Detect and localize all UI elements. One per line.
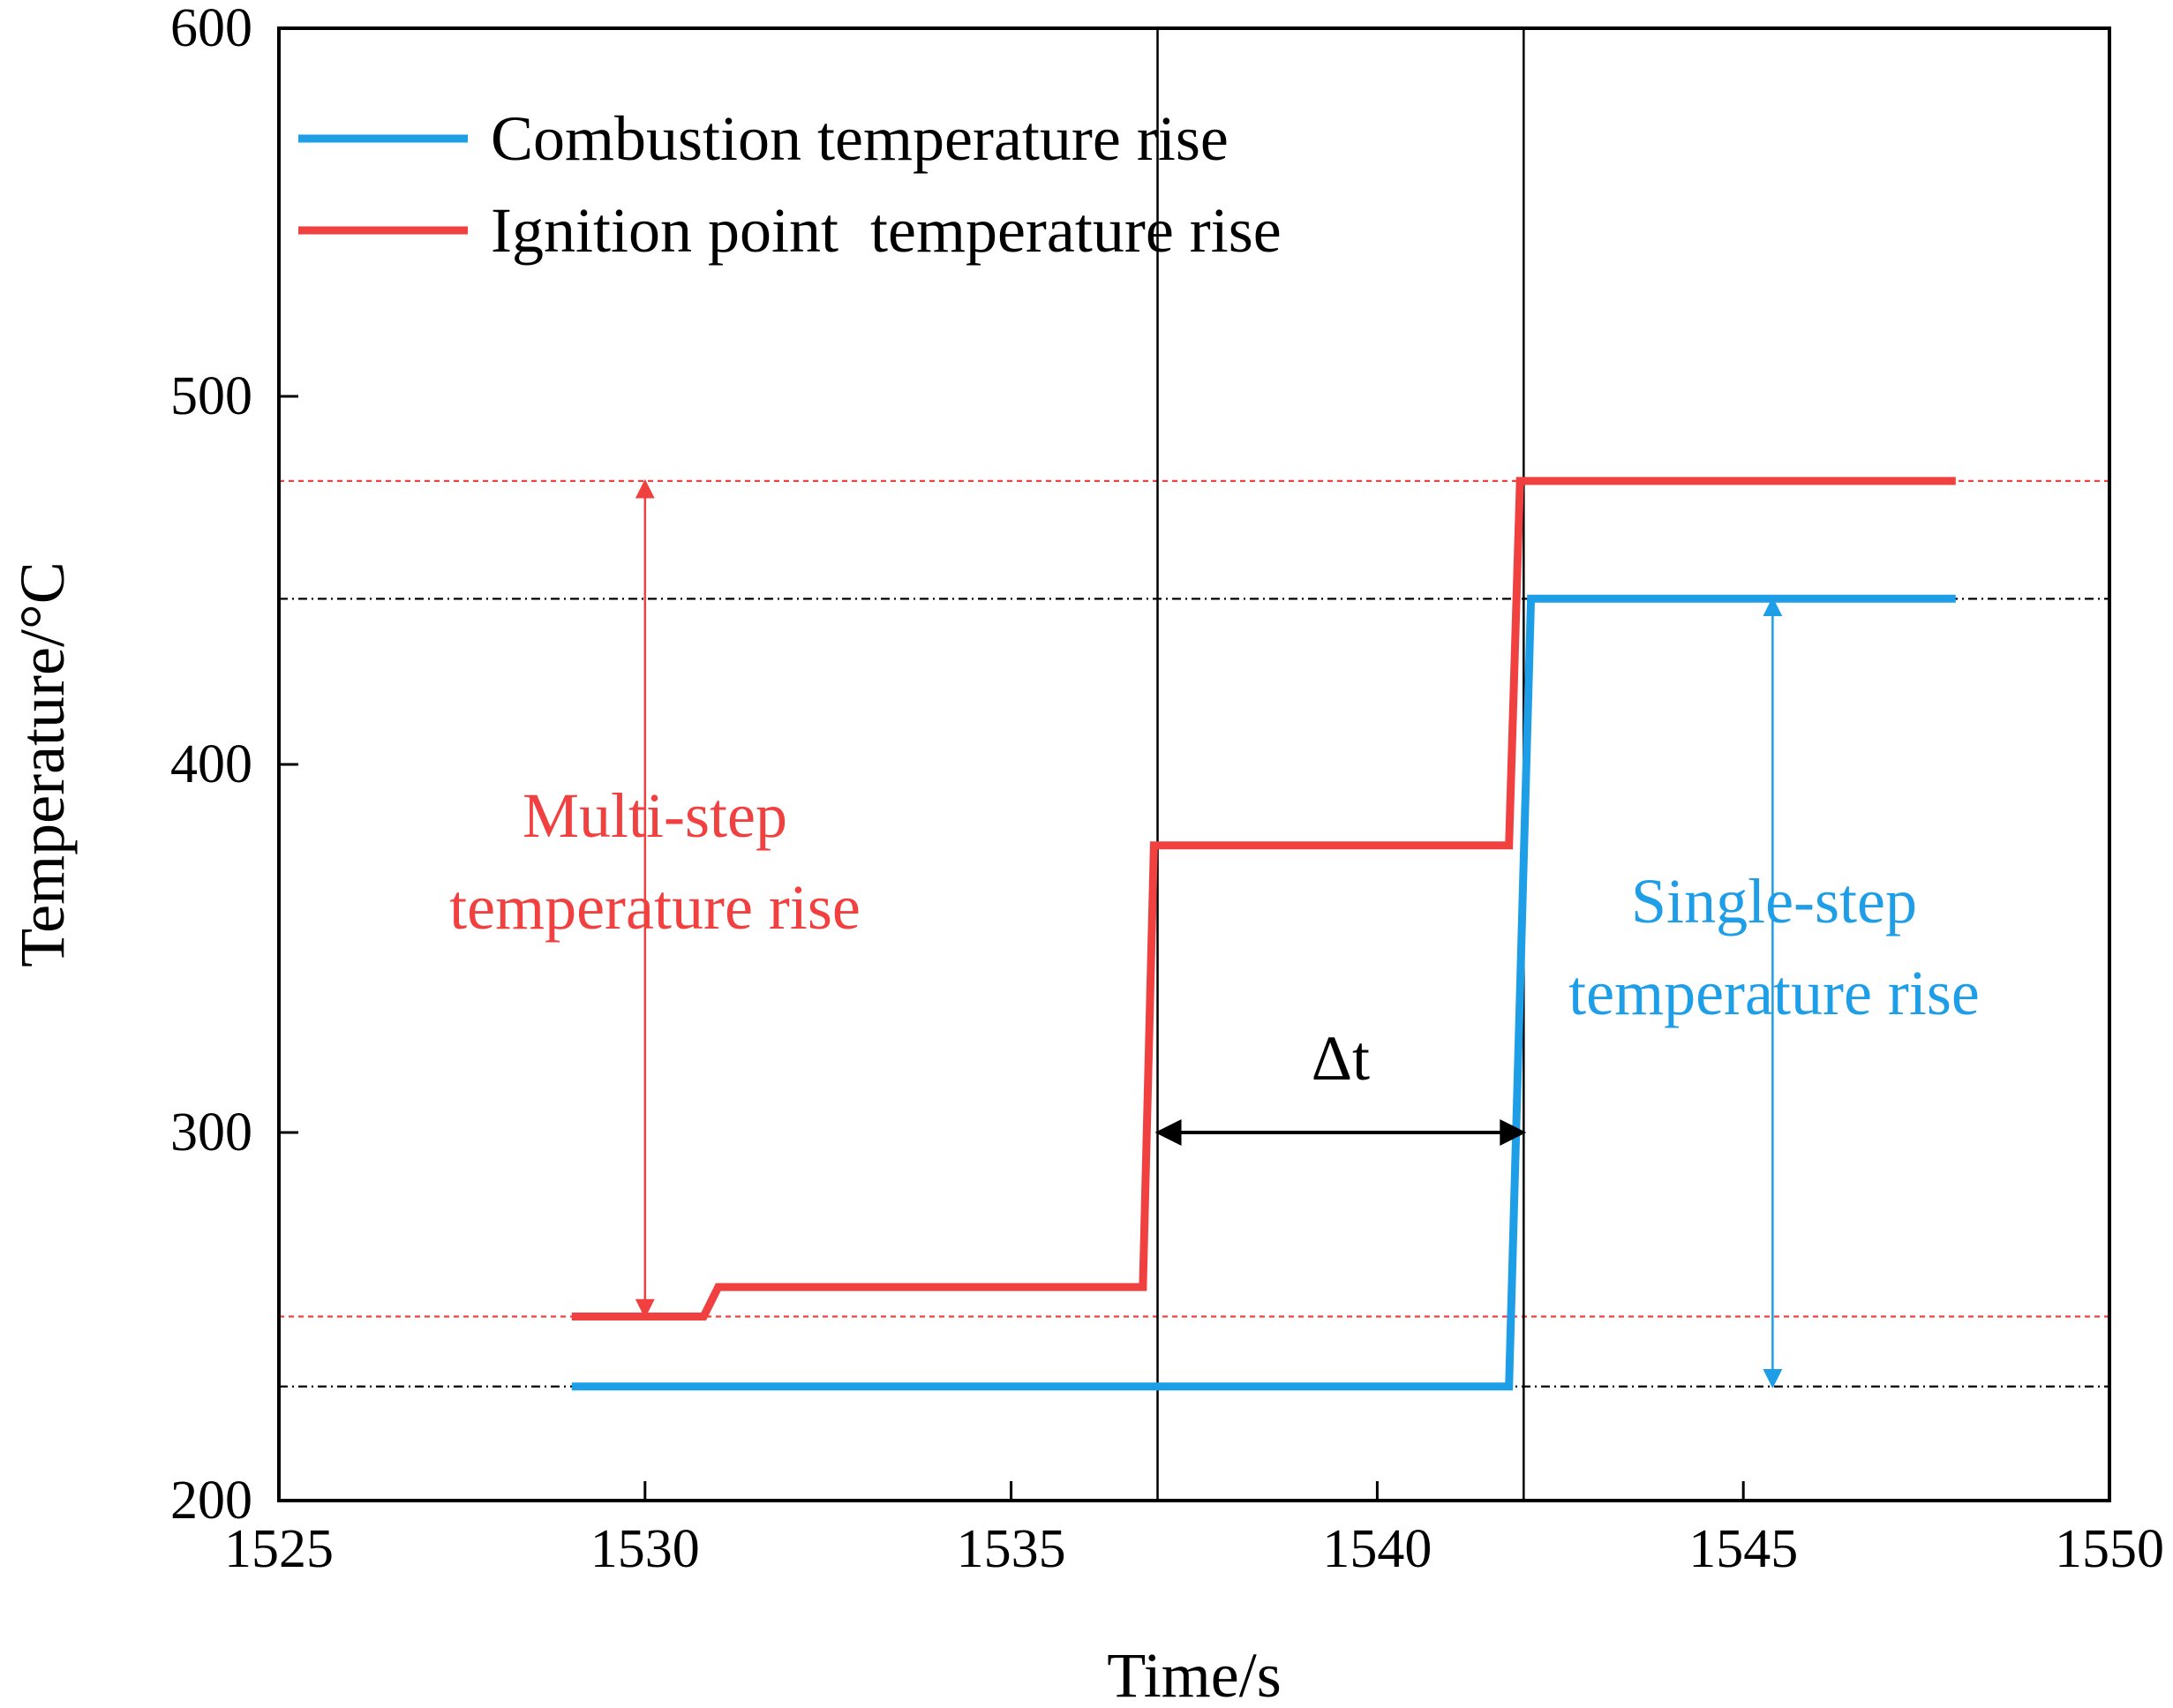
multi-step-label-line: temperature rise [449, 872, 861, 943]
annotations: Multi-step temperature rise Single-step tem… [449, 478, 1980, 1388]
x-axis-title: Time/s [1107, 1640, 1281, 1708]
series-lines [571, 477, 1956, 1391]
y-tick-label: 500 [170, 366, 252, 426]
multi-step-label-line: Multi-step [523, 780, 787, 851]
x-tick-label: 1550 [2055, 1519, 2164, 1579]
combustion-series-line [571, 594, 1956, 1391]
x-tick-label: 1525 [224, 1519, 334, 1579]
legend-label-combustion: Combustion temperature rise [491, 103, 1229, 174]
x-tick-label: 1540 [1322, 1519, 1432, 1579]
axis-ticks: 1525 1530 1535 1540 1545 1550 200 300 400 500 600 [170, 0, 2164, 1579]
single-step-label-line: Single-step [1631, 866, 1917, 937]
x-tick-label: 1535 [957, 1519, 1066, 1579]
y-tick-label: 300 [170, 1102, 252, 1162]
legend-label-ignition: Ignition point temperature rise [491, 195, 1282, 266]
y-tick-label: 200 [170, 1471, 252, 1531]
y-tick-label: 600 [170, 0, 252, 58]
delta-t-label: Δt [1312, 1023, 1370, 1094]
single-step-label-line: temperature rise [1568, 958, 1980, 1028]
legend: Combustion temperature rise Ignition poin… [298, 103, 1282, 266]
x-tick-label: 1530 [590, 1519, 700, 1579]
y-axis-title: Temperature/°C [7, 561, 78, 967]
ignition-series-line [571, 477, 1956, 1321]
y-tick-label: 400 [170, 734, 252, 794]
x-tick-label: 1545 [1688, 1519, 1798, 1579]
